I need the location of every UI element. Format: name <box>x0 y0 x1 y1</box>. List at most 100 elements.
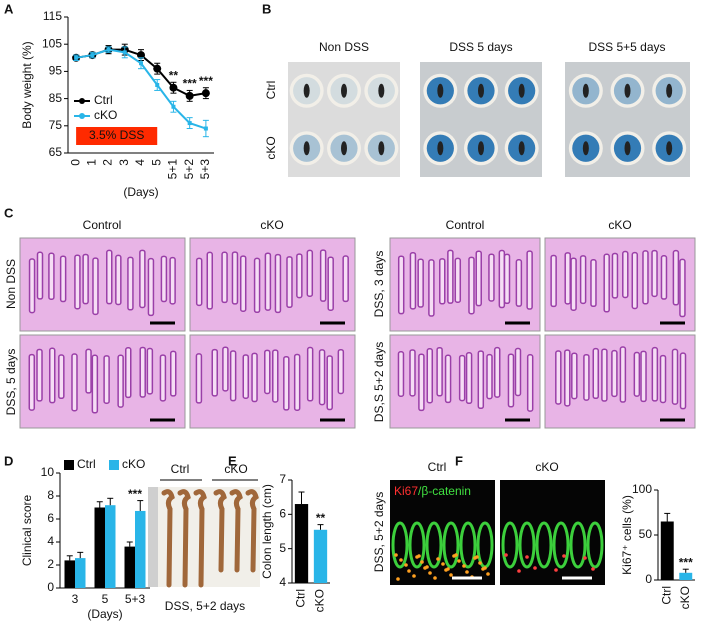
crypt <box>251 352 258 403</box>
crypt <box>583 353 590 401</box>
colon <box>193 489 207 588</box>
crypt <box>293 353 301 411</box>
crypt <box>442 521 460 569</box>
significance: *** <box>128 487 142 501</box>
crypt <box>409 251 417 310</box>
marker <box>201 89 210 98</box>
crypt <box>498 249 506 309</box>
crypt <box>125 347 132 399</box>
bar <box>660 521 674 580</box>
colon <box>518 83 525 98</box>
bar <box>294 504 309 583</box>
crypt <box>488 253 495 302</box>
crypt <box>552 521 570 569</box>
x-tick-label: 0 <box>68 159 82 166</box>
crypt <box>458 354 466 402</box>
crypt <box>85 348 92 394</box>
y-tick-label: 105 <box>42 36 62 50</box>
panel-letter: C <box>4 205 14 220</box>
x-tick-label: 3 <box>117 159 131 166</box>
bar <box>75 558 86 588</box>
crypt <box>447 249 454 304</box>
y-tick-label: 75 <box>49 118 63 132</box>
nucleus <box>504 553 508 557</box>
colon <box>213 489 227 573</box>
colon <box>437 141 444 156</box>
bar <box>313 529 328 583</box>
marker <box>153 64 162 73</box>
crypt <box>221 251 228 304</box>
crypt <box>603 253 610 313</box>
crypt <box>160 255 168 303</box>
nucleus <box>591 567 595 571</box>
crypt <box>71 353 78 412</box>
crypt <box>319 249 327 302</box>
marker <box>187 121 192 126</box>
legend-marker <box>79 98 85 104</box>
x-tick-label: 3 <box>72 592 79 606</box>
significance: *** <box>199 74 213 88</box>
y-tick-label: 0 <box>47 580 54 594</box>
crypt <box>518 521 536 569</box>
colon <box>582 83 589 98</box>
crypt <box>222 346 229 392</box>
crypt <box>631 251 639 310</box>
crypt <box>611 349 618 398</box>
crypt <box>36 348 43 402</box>
crypt <box>147 257 155 317</box>
crypt <box>569 521 587 569</box>
fluorescence <box>390 480 495 585</box>
crypt <box>592 347 599 400</box>
colon <box>161 489 175 588</box>
crypt <box>555 350 562 405</box>
crypt <box>115 254 122 306</box>
colon <box>341 141 347 156</box>
column-label: Control <box>446 218 485 232</box>
crypt <box>444 354 452 404</box>
crypt <box>397 351 405 397</box>
stain-red: Ki67 <box>394 484 418 498</box>
nucleus <box>457 559 461 563</box>
nucleus <box>394 553 398 557</box>
x-tick-label: 5 <box>102 592 109 606</box>
x-tick-label: cKO <box>678 586 692 609</box>
crypt <box>195 353 203 404</box>
crypt <box>253 257 261 314</box>
marker <box>171 104 176 109</box>
plate-photos <box>288 62 690 177</box>
x-tick-label: cKO <box>313 589 327 612</box>
crypt <box>622 250 629 299</box>
ruler <box>148 487 158 587</box>
nucleus <box>478 561 482 565</box>
column-label: cKO <box>608 218 631 232</box>
crypt <box>139 346 146 398</box>
crypt <box>640 350 647 403</box>
crypt <box>274 253 282 314</box>
y-tick-label: 0 <box>645 572 652 586</box>
histology <box>19 237 186 332</box>
x-axis-label: (Days) <box>123 185 158 199</box>
marker <box>155 83 160 87</box>
crypt <box>428 259 435 317</box>
crypt <box>127 256 134 311</box>
crypt <box>337 348 345 395</box>
caption: DSS, 5+2 days <box>165 599 245 613</box>
crypt <box>48 347 56 404</box>
crypt <box>169 350 177 397</box>
panel-letter: A <box>4 1 14 16</box>
row-label: Ctrl <box>264 81 278 100</box>
crypt <box>327 256 334 311</box>
nucleus <box>486 572 490 576</box>
column-label: Control <box>83 218 122 232</box>
colon <box>437 83 444 98</box>
crypt <box>82 253 89 305</box>
nucleus <box>436 557 440 561</box>
crypt <box>242 354 249 399</box>
crypt <box>28 258 36 314</box>
legend-marker <box>79 113 85 119</box>
legend-label: Ctrl <box>77 457 96 471</box>
crypt <box>586 521 604 569</box>
